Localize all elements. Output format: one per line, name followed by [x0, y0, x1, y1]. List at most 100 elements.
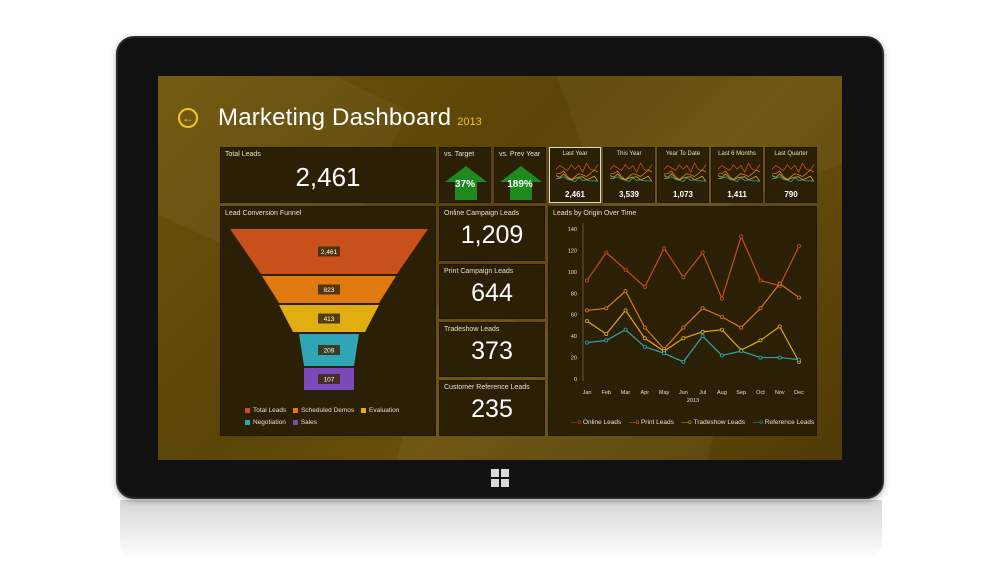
kpi-value: 373 — [471, 337, 513, 365]
sparkline-series — [556, 173, 598, 182]
funnel-stage-value: 107 — [324, 377, 335, 384]
sparkline-series — [772, 169, 814, 181]
data-point[interactable] — [623, 308, 628, 313]
sparkline-series — [610, 176, 652, 182]
data-point[interactable] — [796, 295, 801, 300]
data-point[interactable] — [719, 296, 724, 301]
vs-target-label: vs. Target — [444, 151, 475, 158]
data-point[interactable] — [700, 334, 705, 339]
data-point[interactable] — [681, 359, 686, 364]
kpi-tile-online[interactable]: Online Campaign Leads 1,209 — [439, 206, 545, 261]
data-point[interactable] — [758, 278, 763, 283]
kpi-tile-tradeshow[interactable]: Tradeshow Leads 373 — [439, 322, 545, 377]
period-label: Last Year — [562, 151, 588, 157]
y-tick-label: 20 — [571, 356, 577, 362]
legend-item: —o Print Leads — [629, 419, 674, 426]
data-point[interactable] — [585, 278, 590, 283]
data-point[interactable] — [739, 349, 744, 354]
kpi-value: 1,209 — [460, 221, 524, 249]
data-point[interactable] — [758, 355, 763, 360]
data-point[interactable] — [739, 325, 744, 330]
legend-label: Print Leads — [640, 419, 674, 426]
x-tick-label: Sep — [736, 390, 746, 396]
data-point[interactable] — [777, 324, 782, 329]
data-point[interactable] — [739, 234, 744, 239]
period-tile-last-year[interactable]: Last Year 2,461 — [549, 147, 601, 203]
y-tick-label: 40 — [571, 334, 577, 340]
legend-item: —o Reference Leads — [753, 419, 814, 426]
data-point[interactable] — [623, 289, 628, 294]
data-point[interactable] — [642, 325, 647, 330]
vs-prev-year-value: 189% — [507, 179, 533, 190]
funnel-title: Lead Conversion Funnel — [225, 210, 302, 217]
page-year: 2013 — [457, 116, 482, 128]
data-point[interactable] — [604, 306, 609, 311]
period-label: Year To Date — [665, 151, 701, 157]
data-point[interactable] — [585, 340, 590, 345]
x-tick-label: Mar — [621, 390, 631, 396]
vs-target-tile[interactable]: vs. Target 37% — [439, 147, 491, 203]
total-leads-tile[interactable]: Total Leads 2,461 — [220, 147, 436, 203]
data-point[interactable] — [796, 357, 801, 362]
data-point[interactable] — [585, 308, 590, 313]
data-point[interactable] — [796, 244, 801, 249]
data-point[interactable] — [719, 327, 724, 332]
kpi-tile-print[interactable]: Print Campaign Leads 644 — [439, 264, 545, 319]
kpi-tile-reference[interactable]: Customer Reference Leads 235 — [439, 380, 545, 436]
legend-item: —o Tradeshow Leads — [682, 419, 745, 426]
data-point[interactable] — [758, 338, 763, 343]
back-arrow-icon[interactable]: ← — [178, 108, 198, 128]
data-point[interactable] — [681, 325, 686, 330]
sparkline-series — [718, 176, 760, 182]
windows-logo-icon[interactable] — [491, 469, 509, 487]
data-point[interactable] — [604, 332, 609, 337]
legend-marker: —o — [571, 419, 583, 426]
legend-swatch — [245, 420, 250, 425]
sparkline-series — [718, 173, 760, 182]
sparkline — [556, 162, 598, 182]
chart-title: Leads by Origin Over Time — [553, 210, 637, 217]
data-point[interactable] — [642, 284, 647, 289]
data-point[interactable] — [777, 281, 782, 286]
data-point[interactable] — [662, 246, 667, 251]
funnel-tile[interactable]: Lead Conversion Funnel 2,461 823 413 209 107… — [220, 206, 436, 436]
legend-item: —o Online Leads — [571, 419, 621, 426]
period-tile-year-to-date[interactable]: Year To Date 1,073 — [657, 147, 709, 203]
leads-over-time-tile[interactable]: Leads by Origin Over Time 0 20 40 60 80 100 12… — [548, 206, 817, 436]
kpi-label: Print Campaign Leads — [444, 268, 514, 275]
data-point[interactable] — [585, 319, 590, 324]
data-point[interactable] — [719, 314, 724, 319]
data-point[interactable] — [700, 250, 705, 255]
data-point[interactable] — [604, 250, 609, 255]
data-point[interactable] — [642, 344, 647, 349]
period-tile-last-quarter[interactable]: Last Quarter 790 — [765, 147, 817, 203]
data-point[interactable] — [777, 355, 782, 360]
x-tick-label: Apr — [641, 390, 650, 396]
data-point[interactable] — [719, 353, 724, 358]
sparkline-series — [718, 162, 760, 174]
data-point[interactable] — [623, 267, 628, 272]
data-point[interactable] — [681, 336, 686, 341]
data-point[interactable] — [681, 275, 686, 280]
data-point[interactable] — [642, 336, 647, 341]
y-tick-label: 100 — [568, 270, 577, 276]
period-label: Last Quarter — [774, 151, 808, 157]
period-value: 3,539 — [618, 190, 640, 199]
vs-prev-year-tile[interactable]: vs. Prev Year 189% — [494, 147, 546, 203]
chart-legend: —o Online Leads —o Print Leads —o Trades… — [571, 419, 820, 426]
data-point[interactable] — [662, 351, 667, 356]
data-point[interactable] — [758, 306, 763, 311]
data-point[interactable] — [700, 329, 705, 334]
period-tile-last-6-months[interactable]: Last 6 Months 1,411 — [711, 147, 763, 203]
period-tile-this-year[interactable]: This Year 3,539 — [603, 147, 655, 203]
legend-marker: —o — [752, 419, 765, 426]
legend-label: Scheduled Demos — [301, 407, 355, 414]
data-point[interactable] — [623, 327, 628, 332]
data-point[interactable] — [604, 338, 609, 343]
x-tick-label: Aug — [717, 390, 727, 396]
device-reflection — [120, 500, 882, 560]
legend-label: Total Leads — [253, 407, 287, 414]
data-point[interactable] — [700, 306, 705, 311]
legend-item: Negotiation — [245, 419, 286, 426]
funnel-label-box — [318, 313, 340, 324]
